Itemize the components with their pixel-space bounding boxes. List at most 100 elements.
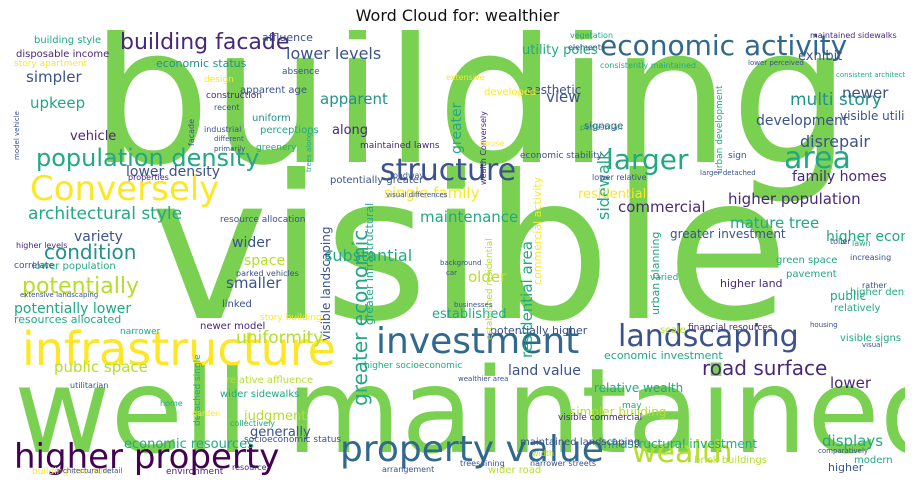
word-absence: absence [282,67,320,77]
word-wealthier-area: wealthier area [458,375,509,383]
word-lower-perceived: lower perceived [748,59,804,67]
word-economic-stability: economic stability [520,151,603,161]
word-established: established [432,307,507,322]
word-may: may [622,401,642,411]
word-pedestrian: pedestrian [580,123,623,132]
word-extensive-landscaping: extensive landscaping [20,291,99,299]
word-signage: signage [584,121,624,132]
word-greater-infrastructural: greater infrastructural [363,202,376,326]
word-established-residential: established residential [485,238,495,340]
word-uniformity: uniformity [236,328,324,348]
word-along: along [332,123,369,138]
chart-title: Word Cloud for: wealthier [355,6,560,25]
word-housing: housing [810,321,838,329]
word-wealth: wealth [632,435,733,470]
word-newer-model: newer model [200,321,266,332]
word-commercial-activity: commercial activity [531,176,544,285]
word-population-density: population density [36,144,260,172]
word-conversely: Conversely [30,169,220,209]
word-construction: construction [206,91,262,101]
word-substantial: substantial [324,246,413,265]
word-generally: generally [250,425,311,440]
word-upkeep: upkeep [30,94,86,112]
word-larger-detached: larger detached [700,169,756,177]
word-mature-tree: mature tree [730,214,820,232]
word-consistent-architectural: consistent architectural [836,71,905,79]
word-toller: toller [830,237,851,246]
word-maintenance: maintenance [420,208,519,226]
word-visible-landscaping: visible landscaping [319,226,333,342]
word-uniform: uniform [252,113,291,124]
word-parked-vehicles: parked vehicles [236,269,299,278]
word-exhibit: exhibit [798,49,843,64]
word-infrastructural-investment: infrastructural investment [600,437,758,451]
word-residential: residential [578,187,647,202]
word-building-structure: building structure [32,467,112,477]
word-older: older [468,268,507,286]
word-correlate: correlate [14,261,55,271]
word-wider-sidewalks: wider sidewalks [220,389,300,400]
word-width: width [532,449,555,458]
word-utilitarian: utilitarian [70,381,109,390]
word-trees-along: trees along [305,132,313,173]
word-investment: investment [376,321,580,362]
word-environment: environment [166,467,224,477]
word-vehicle: vehicle [70,129,117,144]
word-simpler: simpler [26,68,82,86]
word-resource: resource [232,463,267,472]
word-industrial: industrial [204,125,242,134]
word-newer: newer [842,84,889,102]
word-lower: lower [830,374,872,392]
word-lower-relative: lower relative [592,173,647,182]
word-greater-investment: greater investment [670,227,786,241]
word-garden: garden [192,409,221,418]
word-apparent: apparent [320,90,388,108]
word-larger: larger [606,143,689,176]
word-model-vehicle: model vehicle [13,111,21,161]
word-wider: wider [232,235,271,251]
word-home: home [160,399,183,408]
word-design: design [204,75,234,85]
word-narrower-streets: narrower streets [530,459,596,468]
word-businesses: businesses [454,301,493,309]
word-cloud: building visible well maintained infrastruc… [10,30,905,482]
word-greater: greater [449,102,465,154]
word-visible-commercial: visible commercial [558,413,643,423]
word-land-value: land value [508,363,581,379]
word-economic-status: economic status [156,57,247,70]
word-lawn: lawn [852,239,871,248]
word-different: different [214,135,244,143]
word-architectural-detail: architectural detail [56,467,123,475]
word-comparatively: comparatively [818,447,869,455]
word-public-space: public space [54,358,148,376]
word-higher-economic: higher economic [826,229,905,245]
word-lower-population: lower population [32,261,116,272]
word-landscaping: landscaping [618,319,799,354]
word-recent: recent [214,103,240,112]
word-wider-road: wider road [488,465,542,476]
word-economic-activity: economic activity [600,30,848,62]
word-multi-story: multi story [790,90,882,110]
word-visible: visible [150,133,790,366]
word-car: car [446,269,458,277]
word-story-apartment: story apartment [14,59,88,69]
word-visible-signs: visible signs [840,333,902,344]
word-view: view [546,88,581,106]
word-infrastructure: infrastructure [22,322,336,376]
word-higher-levels: higher levels [16,241,68,250]
word-condition: condition [44,240,137,264]
word-structure: structure [380,153,517,188]
word-public: public [830,289,867,303]
word-socioeconomic-status: socioeconomic status [244,435,342,445]
word-maintained-landscaping: maintained landscaping [520,437,641,448]
word-properties: properties [128,173,169,182]
word-architectural-style: architectural style [28,204,183,224]
word-economic-resources: economic resources [124,437,254,452]
word-vegetation: vegetation [570,31,614,40]
word-increasing: increasing [850,253,892,262]
word-visual: visual [862,341,883,349]
word-elements: elements [568,43,606,52]
word-green-space: green space [776,255,838,266]
word-higher-density: higher density [850,287,905,298]
word-building: building [90,30,852,207]
